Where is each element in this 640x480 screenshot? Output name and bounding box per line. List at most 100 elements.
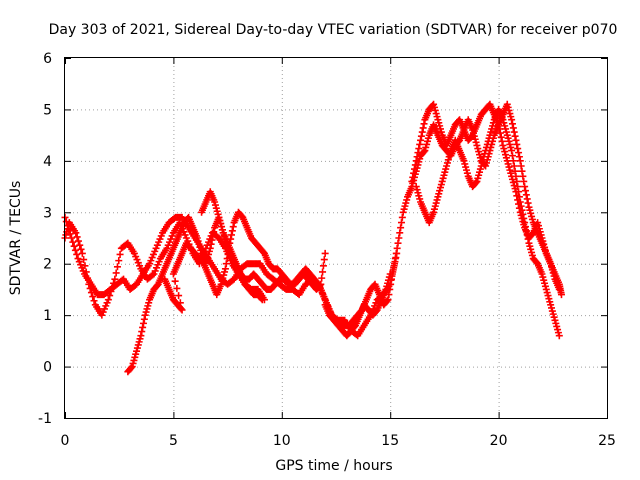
data-point bbox=[139, 323, 147, 331]
x-tick-label: 20 bbox=[490, 433, 508, 449]
data-point bbox=[222, 260, 230, 268]
data-point bbox=[112, 269, 120, 277]
data-point bbox=[207, 240, 215, 248]
data-point bbox=[140, 315, 148, 323]
data-point bbox=[113, 263, 121, 271]
data-point bbox=[111, 275, 119, 283]
data-point bbox=[72, 229, 80, 237]
data-point bbox=[89, 293, 97, 301]
data-point bbox=[520, 214, 528, 222]
x-tick-label: 5 bbox=[169, 433, 178, 449]
data-point bbox=[420, 148, 428, 156]
data-point bbox=[496, 129, 504, 137]
data-point bbox=[513, 177, 521, 185]
y-tick-labels: -1 0 1 2 3 4 5 6 bbox=[38, 51, 52, 427]
data-point bbox=[410, 169, 418, 177]
data-point bbox=[319, 268, 327, 276]
data-point bbox=[104, 296, 112, 304]
data-point bbox=[396, 229, 404, 237]
data-point bbox=[209, 232, 217, 240]
y-tick-label: 4 bbox=[43, 154, 52, 170]
series-sat-f bbox=[321, 270, 394, 340]
data-point bbox=[415, 145, 423, 153]
data-point bbox=[510, 162, 518, 170]
x-tick-label: 10 bbox=[273, 433, 291, 449]
data-point bbox=[518, 167, 526, 175]
data-point bbox=[410, 165, 418, 173]
y-tick-label: 5 bbox=[43, 102, 52, 118]
data-point bbox=[508, 147, 516, 155]
data-point bbox=[555, 332, 563, 340]
data-point bbox=[495, 125, 503, 133]
y-tick-label: -1 bbox=[38, 411, 52, 427]
data-point bbox=[115, 257, 123, 265]
data-point bbox=[408, 177, 416, 185]
y-tick-label: 1 bbox=[43, 308, 52, 324]
data-point bbox=[206, 244, 214, 252]
x-axis-label: GPS time / hours bbox=[275, 458, 392, 474]
data-point bbox=[513, 140, 521, 148]
data-point bbox=[511, 132, 519, 140]
data-point bbox=[472, 178, 480, 186]
data-point bbox=[171, 277, 179, 285]
data-point bbox=[414, 149, 422, 157]
data-point bbox=[397, 219, 405, 227]
data-point bbox=[90, 297, 98, 305]
data-point bbox=[74, 237, 82, 245]
data-point bbox=[228, 227, 236, 235]
data-point bbox=[517, 202, 525, 210]
data-point bbox=[508, 152, 516, 160]
data-point bbox=[66, 230, 74, 238]
data-point bbox=[223, 255, 231, 263]
data-point bbox=[515, 153, 523, 161]
data-point bbox=[511, 167, 519, 175]
y-axis-label: SDTVAR / TECUs bbox=[8, 181, 24, 296]
data-point bbox=[521, 183, 529, 191]
data-point bbox=[420, 120, 428, 128]
data-point bbox=[228, 231, 236, 239]
data-point bbox=[516, 198, 524, 206]
data-point bbox=[514, 145, 522, 153]
data-point bbox=[70, 242, 78, 250]
data-point bbox=[397, 224, 405, 232]
data-point bbox=[416, 140, 424, 148]
data-point bbox=[518, 206, 526, 214]
data-point bbox=[523, 195, 531, 203]
data-point bbox=[509, 157, 517, 165]
x-tick-label: 15 bbox=[381, 433, 399, 449]
data-point bbox=[509, 124, 517, 132]
data-point bbox=[80, 256, 88, 264]
y-tick-label: 2 bbox=[43, 257, 52, 273]
data-point bbox=[523, 231, 531, 239]
data-point bbox=[417, 136, 425, 144]
data-point bbox=[62, 218, 70, 226]
series-sat-d bbox=[161, 208, 329, 314]
data-point bbox=[515, 149, 523, 157]
y-tick-label: 6 bbox=[43, 51, 52, 67]
data-point bbox=[519, 172, 527, 180]
data-point bbox=[524, 199, 532, 207]
data-point bbox=[138, 328, 146, 336]
data-point bbox=[519, 210, 527, 218]
data-point bbox=[69, 238, 77, 246]
data-point bbox=[116, 250, 124, 258]
data-point bbox=[229, 223, 237, 231]
x-tick-labels: 0 5 10 15 20 25 bbox=[61, 433, 616, 449]
data-point bbox=[321, 249, 329, 257]
series-sat-h bbox=[408, 100, 563, 293]
data-point bbox=[515, 193, 523, 201]
data-point bbox=[520, 177, 528, 185]
y-tick-label: 0 bbox=[43, 360, 52, 376]
data-point bbox=[394, 239, 402, 247]
data-point bbox=[384, 296, 392, 304]
data-point bbox=[508, 120, 516, 128]
x-tick-label: 0 bbox=[61, 433, 70, 449]
data-point bbox=[497, 133, 505, 141]
data-point bbox=[73, 250, 81, 258]
data-point bbox=[514, 183, 522, 191]
data-point bbox=[173, 284, 181, 292]
data-point bbox=[515, 188, 523, 196]
data-point bbox=[389, 266, 397, 274]
data-point bbox=[319, 262, 327, 270]
